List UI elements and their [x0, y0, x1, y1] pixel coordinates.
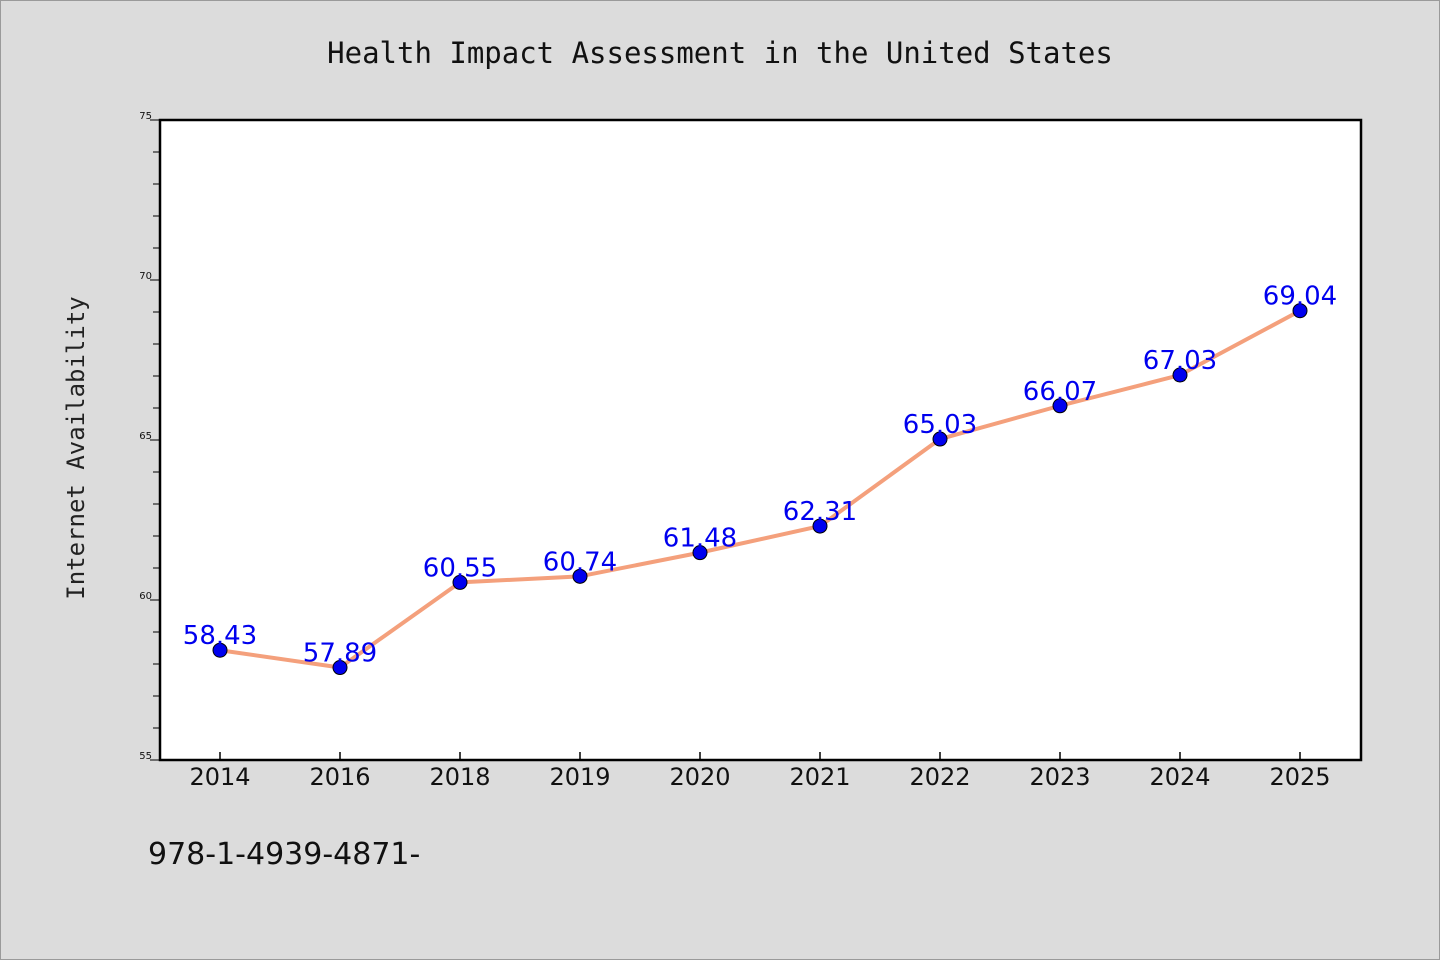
data-label: 58.43 — [183, 621, 257, 651]
y-axis-label: Internet Availability — [62, 296, 90, 599]
y-tick-label: 55 — [139, 751, 152, 762]
x-tick-label: 2020 — [669, 763, 730, 791]
x-tick-label: 2022 — [909, 763, 970, 791]
y-tick-label: 75 — [139, 111, 152, 122]
data-label: 60.55 — [423, 553, 497, 583]
data-label: 67.03 — [1143, 346, 1217, 376]
data-point-marker — [452, 574, 468, 590]
y-tick-label: 60 — [139, 591, 152, 602]
x-tick-label: 2016 — [309, 763, 370, 791]
data-label: 57.89 — [303, 639, 377, 669]
data-label: 62.31 — [783, 497, 857, 527]
x-axis: 2014 2016 2018 2019 2020 2021 2022 2023 2024 2025 — [189, 752, 1331, 791]
x-tick-label: 2014 — [189, 763, 250, 791]
data-point-marker — [212, 642, 228, 658]
data-point-marker — [812, 518, 828, 534]
data-point-marker — [1052, 398, 1068, 414]
data-point-marker — [572, 568, 588, 584]
data-point-marker — [1172, 367, 1188, 383]
x-tick-label: 2023 — [1029, 763, 1090, 791]
x-tick-label: 2021 — [789, 763, 850, 791]
x-tick-label: 2018 — [429, 763, 490, 791]
data-point-marker — [332, 660, 348, 676]
plot-border — [158, 118, 1363, 762]
x-tick-label: 2024 — [1149, 763, 1210, 791]
footer-isbn-text: 978-1-4939-4871- — [148, 837, 420, 872]
series-layer: 58.43 57.89 60.55 60.74 61.48 62.31 65.03 66.07… — [183, 282, 1337, 676]
data-point-marker — [932, 431, 948, 447]
data-label: 66.07 — [1023, 377, 1097, 407]
series-line — [218, 308, 1302, 670]
data-label: 60.74 — [543, 547, 617, 577]
x-tick-label: 2019 — [549, 763, 610, 791]
y-tick-label: 65 — [139, 431, 152, 442]
chart-title: Health Impact Assessment in the United S… — [327, 36, 1113, 70]
y-tick-label: 70 — [139, 271, 152, 282]
x-tick-label: 2025 — [1269, 763, 1330, 791]
data-point-marker — [1292, 303, 1308, 319]
data-label: 69.04 — [1263, 282, 1337, 312]
y-axis: 55 60 65 70 75 — [139, 111, 160, 762]
data-label: 65.03 — [903, 410, 977, 440]
data-point-marker — [692, 545, 708, 561]
data-label: 61.48 — [663, 524, 737, 554]
